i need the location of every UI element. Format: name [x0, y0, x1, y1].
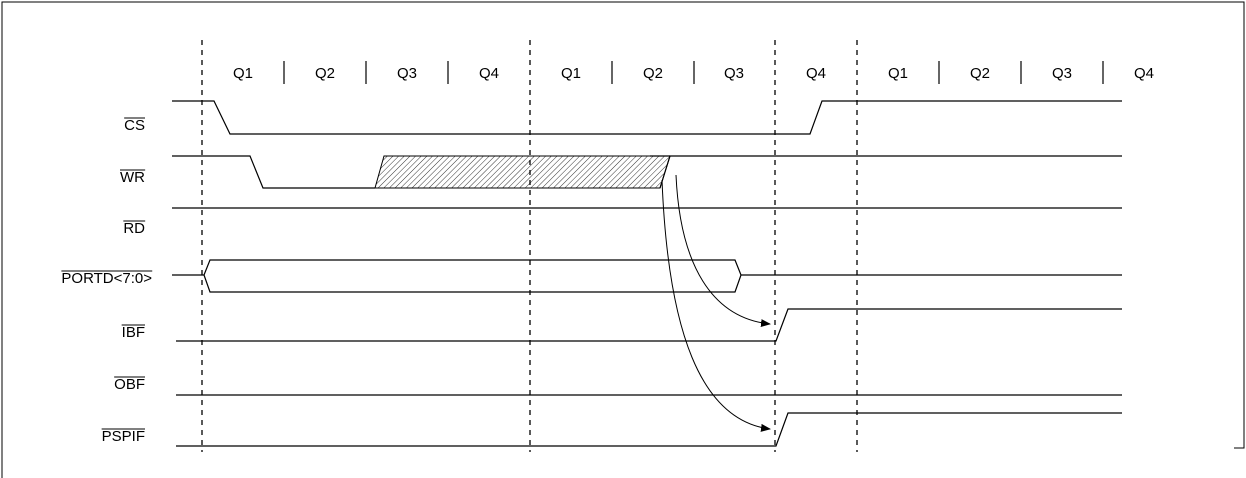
signal-label-rd: RD	[123, 220, 145, 237]
causality-arrow-ibf	[675, 174, 771, 328]
causality-arrow-pspif	[661, 179, 771, 432]
quarter-label: Q4	[1134, 65, 1154, 82]
quarter-label: Q1	[233, 65, 253, 82]
quarter-label: Q3	[1052, 65, 1072, 82]
quarter-label: Q3	[724, 65, 744, 82]
quarter-label: Q4	[479, 65, 499, 82]
signal-label-portd: PORTD<7:0>	[61, 270, 152, 287]
waveform-wr-tail	[659, 155, 1122, 189]
waveform-ibf	[176, 308, 1122, 342]
waveform-pspif	[176, 412, 1122, 447]
quarter-label: Q2	[970, 65, 990, 82]
waveform-cs	[172, 100, 1122, 135]
quarter-label: Q1	[888, 65, 908, 82]
waveform-wr-hatched-region	[374, 155, 671, 189]
signal-label-pspif: PSPIF	[102, 428, 145, 445]
signal-label-obf: OBF	[114, 376, 145, 393]
waveform-wr	[172, 155, 375, 189]
quarter-label: Q1	[561, 65, 581, 82]
quarter-label: Q2	[315, 65, 335, 82]
quarter-label: Q2	[643, 65, 663, 82]
quarter-label: Q3	[397, 65, 417, 82]
quarter-header: Q1 Q2 Q3 Q4 Q1 Q2 Q3 Q4 Q1 Q2 Q3 Q4	[233, 61, 1154, 84]
signal-labels: CS WR RD PORTD<7:0> IBF OBF PSPIF	[61, 117, 153, 445]
signal-label-wr: WR	[120, 169, 145, 186]
signal-label-cs: CS	[124, 117, 145, 134]
waveform-portd-bus	[172, 259, 1122, 293]
signal-label-ibf: IBF	[122, 324, 145, 341]
quarter-label: Q4	[806, 65, 826, 82]
